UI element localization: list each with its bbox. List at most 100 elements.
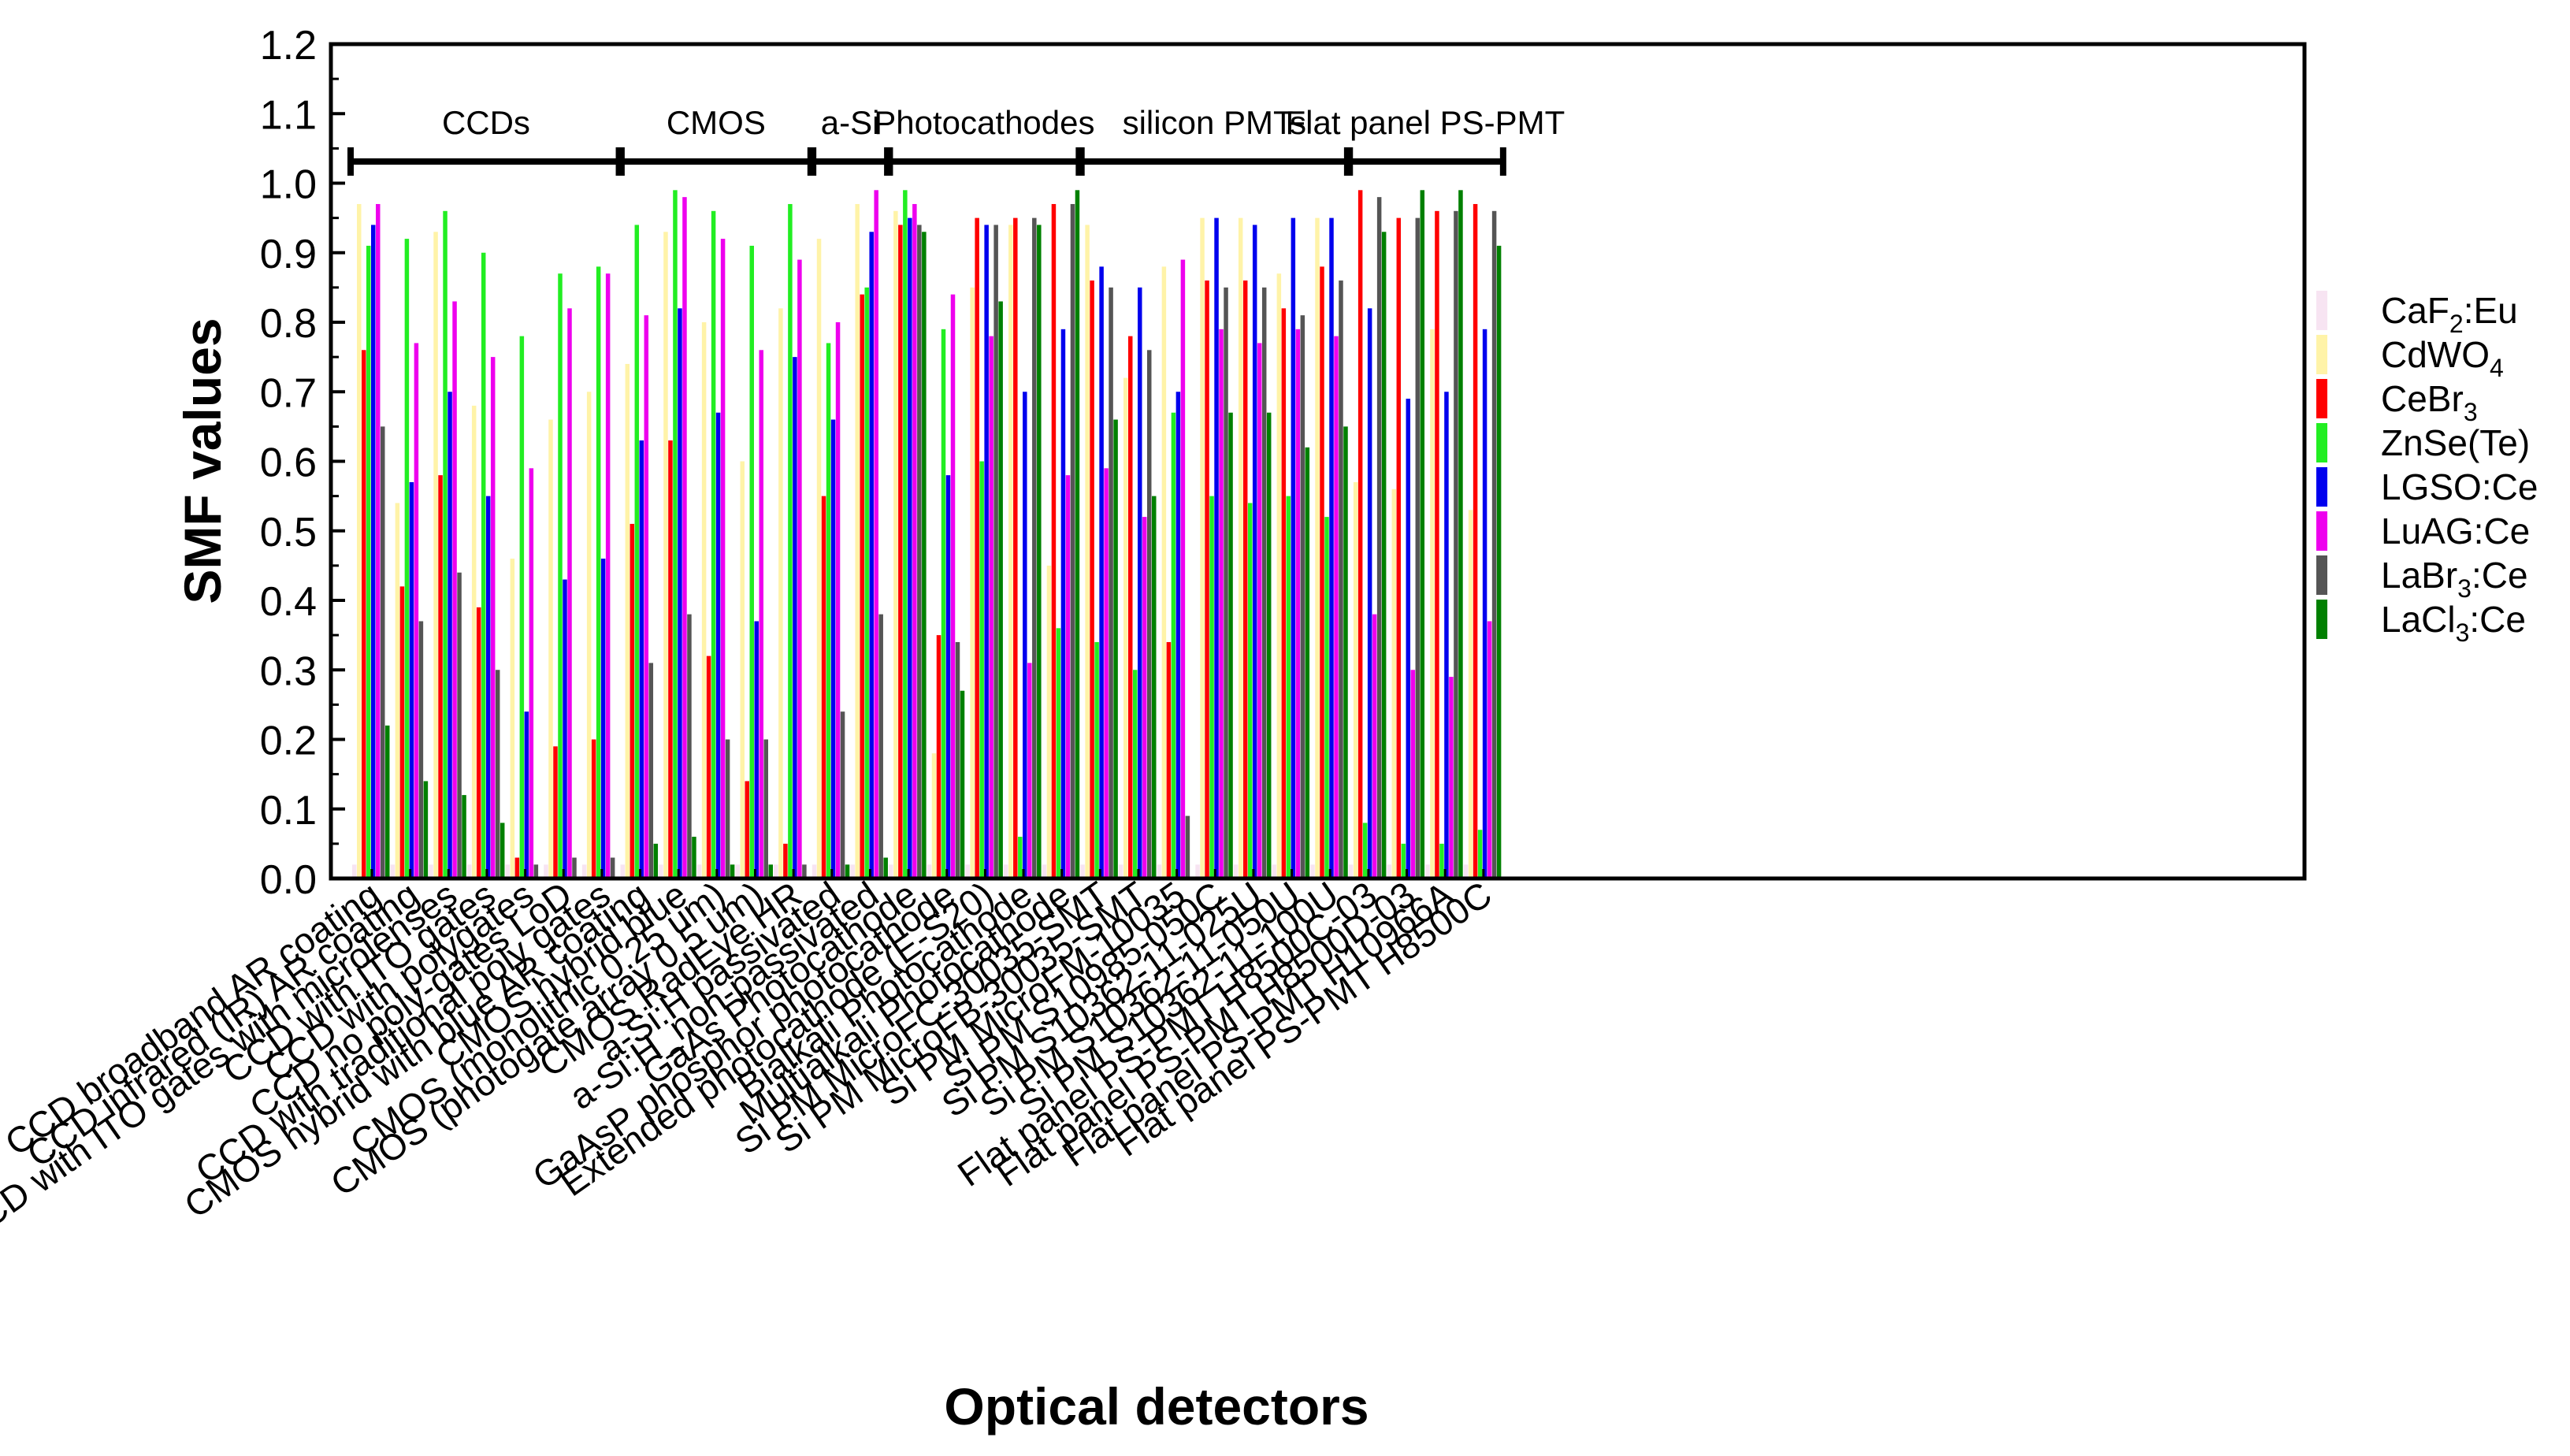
bar [438, 475, 443, 878]
bar [864, 287, 869, 878]
y-tick-label: 0.8 [260, 301, 317, 347]
bar [1042, 864, 1047, 878]
bar [826, 343, 831, 879]
bar [945, 475, 951, 878]
bar [668, 440, 673, 878]
group-label: silicon PMTs [1123, 104, 1306, 141]
bar [898, 225, 903, 878]
bar [1233, 864, 1239, 878]
bar [816, 239, 822, 879]
bar [855, 203, 860, 879]
bar [706, 656, 711, 878]
bar [586, 392, 592, 878]
bar [1214, 217, 1219, 878]
bar [936, 635, 941, 878]
bar [845, 864, 850, 878]
bar [993, 225, 998, 878]
bar [409, 481, 414, 878]
bar [1458, 190, 1463, 878]
bar [1152, 496, 1157, 878]
bar [1209, 496, 1214, 878]
bar [663, 232, 668, 878]
bar [1027, 663, 1032, 878]
bar [1286, 496, 1291, 878]
bar [625, 363, 630, 878]
y-tick-label: 0.7 [260, 370, 317, 416]
bar [1334, 336, 1339, 878]
bar [1272, 864, 1277, 878]
bar [840, 711, 845, 878]
bar [452, 301, 457, 878]
bar [462, 795, 466, 878]
bar [1104, 468, 1109, 878]
bar [797, 259, 802, 878]
legend-label: LaBr3:Ce [2381, 555, 2528, 603]
bar [423, 781, 429, 878]
legend-label: LaCl3:Ce [2381, 599, 2526, 647]
bar [1242, 280, 1248, 878]
bar [1454, 210, 1458, 878]
bar [970, 287, 975, 878]
bar [620, 864, 626, 878]
bar [1420, 190, 1425, 878]
bar [644, 315, 649, 878]
bar [682, 197, 687, 878]
bar [912, 203, 917, 879]
bar [567, 308, 572, 879]
bar [371, 225, 376, 878]
bar [821, 496, 826, 878]
group-label: CMOS [667, 104, 766, 141]
bar [563, 579, 567, 878]
legend-swatch [2316, 511, 2327, 551]
bar [1142, 517, 1147, 878]
bar [1252, 225, 1257, 878]
bar [533, 864, 539, 878]
legend-label: LGSO:Ce [2381, 466, 2538, 507]
bar [1300, 315, 1305, 878]
bar [1276, 273, 1282, 879]
bar [653, 843, 659, 878]
bar [903, 190, 908, 878]
y-tick-label: 0.2 [260, 719, 317, 764]
bar [1119, 864, 1123, 878]
bar [1410, 670, 1416, 878]
bar [433, 232, 438, 878]
bar [558, 273, 563, 879]
legend-swatch [2316, 423, 2327, 462]
legend-label: ZnSe(Te) [2381, 422, 2530, 463]
bar [950, 294, 956, 878]
bar [1339, 280, 1343, 878]
bar [874, 190, 878, 878]
bar [1396, 217, 1402, 878]
bar [500, 823, 505, 878]
bar [965, 864, 970, 878]
y-tick-label: 0.6 [260, 440, 317, 486]
bar [1147, 350, 1152, 878]
bar [908, 217, 912, 878]
bar [1435, 210, 1439, 878]
bar [485, 496, 491, 878]
y-tick-label: 0.9 [260, 232, 317, 277]
bar [591, 739, 596, 878]
x-axis-title: Optical detectors [944, 1377, 1369, 1436]
bar [1257, 343, 1262, 879]
bar [1219, 329, 1224, 878]
bar [768, 864, 773, 878]
bar [1037, 225, 1042, 878]
bar [1401, 843, 1406, 878]
bar [1032, 217, 1037, 878]
bar [466, 864, 472, 878]
bar [634, 225, 640, 878]
bar [418, 621, 424, 878]
bar [581, 864, 587, 878]
bar [1238, 217, 1243, 878]
bar [476, 607, 481, 878]
bar [678, 308, 682, 879]
bar [889, 864, 893, 878]
bar [1487, 621, 1492, 878]
bar [1175, 392, 1181, 878]
bar [544, 864, 548, 878]
bar [740, 461, 745, 878]
legend-swatch [2316, 335, 2327, 374]
